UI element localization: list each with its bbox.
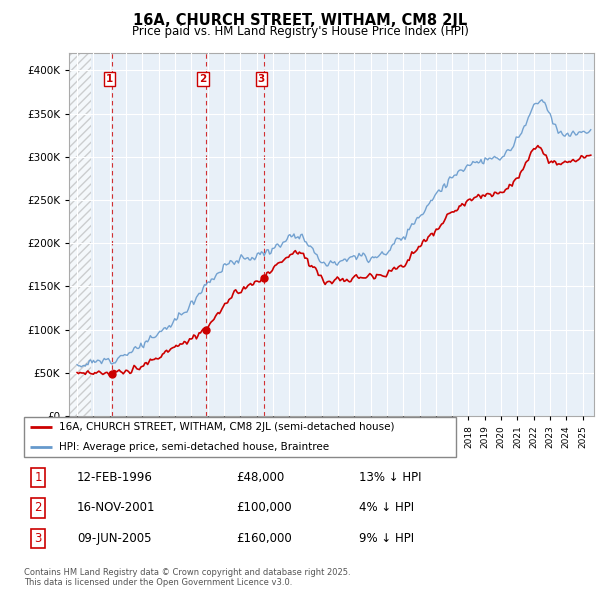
Text: Contains HM Land Registry data © Crown copyright and database right 2025.
This d: Contains HM Land Registry data © Crown c… [24, 568, 350, 587]
Text: 12-FEB-1996: 12-FEB-1996 [77, 471, 153, 484]
Text: 13% ↓ HPI: 13% ↓ HPI [359, 471, 421, 484]
Text: 2: 2 [200, 74, 207, 84]
Text: HPI: Average price, semi-detached house, Braintree: HPI: Average price, semi-detached house,… [59, 442, 329, 452]
Text: 16-NOV-2001: 16-NOV-2001 [77, 502, 155, 514]
Text: Price paid vs. HM Land Registry's House Price Index (HPI): Price paid vs. HM Land Registry's House … [131, 25, 469, 38]
Text: 3: 3 [257, 74, 265, 84]
Text: £100,000: £100,000 [236, 502, 292, 514]
FancyBboxPatch shape [24, 417, 456, 457]
Text: £160,000: £160,000 [236, 532, 292, 545]
Text: 9% ↓ HPI: 9% ↓ HPI [359, 532, 414, 545]
Text: 16A, CHURCH STREET, WITHAM, CM8 2JL: 16A, CHURCH STREET, WITHAM, CM8 2JL [133, 13, 467, 28]
Text: 4% ↓ HPI: 4% ↓ HPI [359, 502, 414, 514]
Text: 1: 1 [106, 74, 113, 84]
Bar [69, 53, 91, 416]
Text: 3: 3 [34, 532, 41, 545]
Text: 09-JUN-2005: 09-JUN-2005 [77, 532, 152, 545]
Text: 2: 2 [34, 502, 42, 514]
Bar [69, 53, 91, 416]
Text: £48,000: £48,000 [236, 471, 284, 484]
Text: 1: 1 [34, 471, 42, 484]
Text: 16A, CHURCH STREET, WITHAM, CM8 2JL (semi-detached house): 16A, CHURCH STREET, WITHAM, CM8 2JL (sem… [59, 422, 394, 432]
